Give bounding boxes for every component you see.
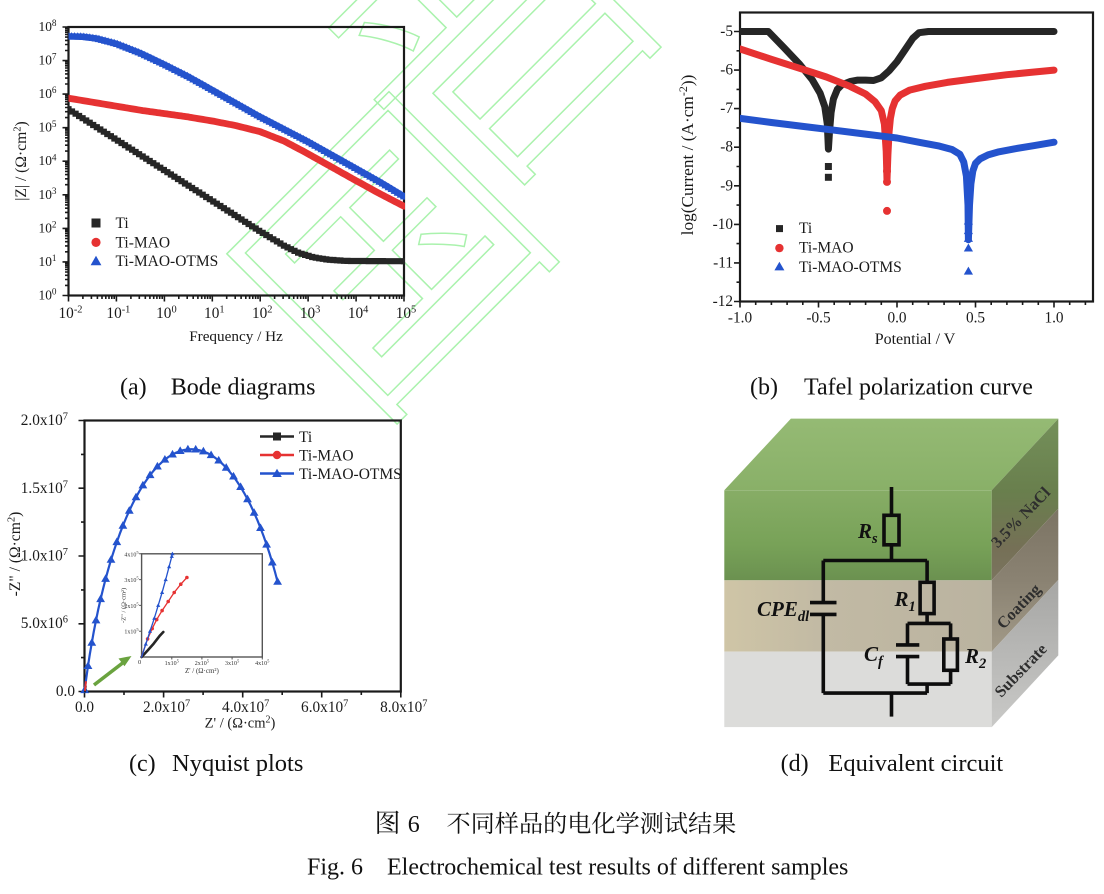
svg-text:-0.5: -0.5 bbox=[806, 310, 831, 327]
svg-text:0: 0 bbox=[138, 659, 141, 666]
svg-text:108: 108 bbox=[39, 18, 57, 34]
svg-text:1.5x107: 1.5x107 bbox=[21, 479, 68, 497]
svg-text:1.0x107: 1.0x107 bbox=[21, 547, 68, 565]
svg-text:Ti: Ti bbox=[116, 215, 130, 232]
svg-text:5.0x106: 5.0x106 bbox=[21, 615, 68, 633]
svg-text:6.0x107: 6.0x107 bbox=[301, 699, 348, 717]
svg-text:105: 105 bbox=[396, 305, 417, 323]
svg-text:2x105: 2x105 bbox=[195, 659, 210, 668]
svg-text:(a): (a) bbox=[120, 375, 147, 401]
svg-text:Tafel polarization curve: Tafel polarization curve bbox=[804, 375, 1033, 401]
svg-text:10-2: 10-2 bbox=[59, 305, 83, 323]
svg-text:-Z" / (Ω·cm2): -Z" / (Ω·cm2) bbox=[6, 512, 24, 597]
svg-text:0.0: 0.0 bbox=[56, 683, 75, 700]
svg-text:1x105: 1x105 bbox=[124, 627, 139, 636]
svg-text:Nyquist plots: Nyquist plots bbox=[172, 750, 303, 777]
svg-text:-12: -12 bbox=[713, 293, 733, 310]
svg-text:-7: -7 bbox=[720, 100, 733, 117]
svg-text:Ti-MAO: Ti-MAO bbox=[799, 240, 854, 257]
svg-text:(b): (b) bbox=[750, 375, 778, 401]
svg-text:8.0x107: 8.0x107 bbox=[380, 699, 427, 717]
svg-text:101: 101 bbox=[204, 305, 225, 323]
svg-text:2x105: 2x105 bbox=[124, 601, 139, 610]
svg-text:log(Current / (A·cm-2)): log(Current / (A·cm-2)) bbox=[676, 75, 697, 236]
svg-text:106: 106 bbox=[39, 85, 57, 101]
svg-text:-5: -5 bbox=[720, 23, 733, 40]
svg-text:2.0x107: 2.0x107 bbox=[21, 412, 68, 430]
svg-text:101: 101 bbox=[39, 253, 57, 269]
svg-text:102: 102 bbox=[252, 305, 273, 323]
svg-text:103: 103 bbox=[300, 305, 321, 323]
svg-text:Bode diagrams: Bode diagrams bbox=[171, 375, 316, 401]
svg-text:-8: -8 bbox=[720, 139, 733, 156]
svg-text:Fig. 6: Fig. 6 bbox=[307, 855, 363, 881]
svg-text:-10: -10 bbox=[713, 216, 734, 233]
svg-text:0.0: 0.0 bbox=[887, 310, 906, 327]
svg-text:3x105: 3x105 bbox=[225, 659, 240, 668]
svg-text:107: 107 bbox=[39, 52, 57, 68]
svg-text:6: 6 bbox=[408, 812, 420, 838]
svg-text:100: 100 bbox=[156, 305, 177, 323]
svg-text:-9: -9 bbox=[720, 177, 733, 194]
svg-text:Frequency / Hz: Frequency / Hz bbox=[189, 328, 283, 345]
svg-text:Ti: Ti bbox=[299, 429, 313, 446]
svg-text:Ti: Ti bbox=[799, 220, 813, 237]
svg-text:(c): (c) bbox=[129, 751, 156, 777]
svg-text:104: 104 bbox=[348, 305, 369, 323]
svg-text:0.5: 0.5 bbox=[966, 310, 985, 327]
svg-text:Ti-MAO-OTMS: Ti-MAO-OTMS bbox=[799, 259, 902, 276]
svg-text:3x105: 3x105 bbox=[124, 576, 139, 585]
svg-text:Z' / (Ω·cm²): Z' / (Ω·cm²) bbox=[185, 667, 219, 675]
svg-text:-Z" / (Ω·cm²): -Z" / (Ω·cm²) bbox=[121, 588, 128, 623]
svg-text:(d): (d) bbox=[781, 751, 809, 777]
svg-text:Equivalent circuit: Equivalent circuit bbox=[828, 750, 1003, 777]
svg-text:105: 105 bbox=[39, 119, 57, 135]
svg-text:Electrochemical test results o: Electrochemical test results of differen… bbox=[387, 855, 848, 881]
svg-text:Ti-MAO: Ti-MAO bbox=[299, 448, 354, 465]
svg-text:10-1: 10-1 bbox=[106, 305, 130, 323]
svg-text:102: 102 bbox=[39, 220, 57, 236]
svg-text:100: 100 bbox=[39, 287, 57, 303]
svg-text:4x105: 4x105 bbox=[255, 659, 270, 668]
svg-text:-11: -11 bbox=[713, 254, 733, 271]
svg-text:Ti-MAO: Ti-MAO bbox=[116, 234, 171, 251]
svg-text:2.0x107: 2.0x107 bbox=[143, 699, 190, 717]
svg-text:4.0x107: 4.0x107 bbox=[222, 699, 269, 717]
svg-text:|Z| / (Ω·cm2): |Z| / (Ω·cm2) bbox=[12, 121, 30, 200]
svg-text:0.0: 0.0 bbox=[75, 699, 94, 716]
svg-text:-6: -6 bbox=[720, 62, 733, 79]
svg-text:Ti-MAO-OTMS: Ti-MAO-OTMS bbox=[299, 466, 402, 483]
svg-text:1.0: 1.0 bbox=[1044, 310, 1063, 327]
svg-text:103: 103 bbox=[39, 186, 57, 202]
svg-text:Ti-MAO-OTMS: Ti-MAO-OTMS bbox=[116, 253, 219, 270]
svg-text:Z' / (Ω·cm2): Z' / (Ω·cm2) bbox=[205, 714, 276, 731]
svg-text:-1.0: -1.0 bbox=[728, 310, 753, 327]
svg-text:104: 104 bbox=[39, 152, 57, 168]
svg-text:4x105: 4x105 bbox=[124, 550, 139, 559]
svg-text:Potential / V: Potential / V bbox=[875, 331, 956, 348]
svg-text:1x105: 1x105 bbox=[165, 659, 180, 668]
